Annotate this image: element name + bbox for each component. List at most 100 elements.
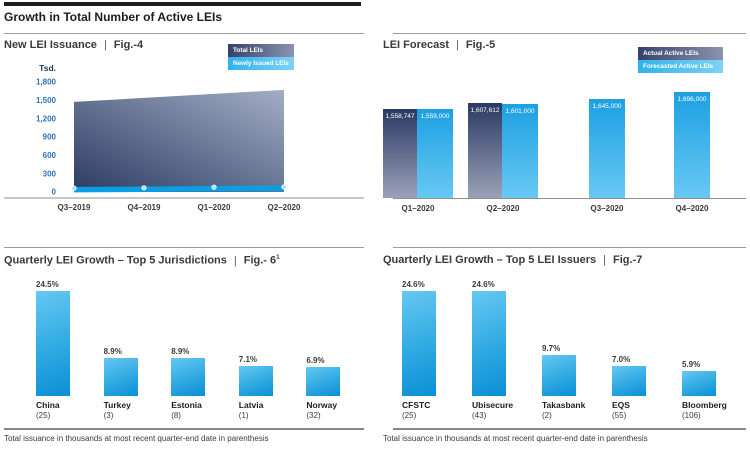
growth-bar: [542, 354, 576, 396]
bar-slot: 24.6% Ubisecure (43): [462, 274, 532, 420]
y-axis-tick: 1,200: [36, 114, 57, 123]
total-leis-area: [74, 89, 284, 192]
chart-title: Quarterly LEI Growth – Top 5 Jurisdictio…: [4, 254, 364, 274]
category-label: Ubisecure: [472, 400, 514, 410]
data-point-marker: [281, 184, 287, 190]
category-count: (55): [612, 411, 627, 420]
bar-value: 1,559,000: [420, 113, 450, 120]
growth-bar: [36, 291, 70, 396]
growth-bar: [612, 366, 646, 396]
bar-percentage: 9.7%: [542, 343, 561, 353]
footnote-rule: [393, 428, 746, 430]
bar-value: 1,645,000: [592, 103, 622, 110]
bar-slot: 24.5% China (25): [26, 274, 94, 420]
category-label: Turkey: [103, 400, 131, 410]
growth-bar: [171, 357, 206, 396]
y-axis-tick: 900: [43, 133, 57, 142]
footnote-rule: [4, 428, 364, 430]
growth-bar: [238, 365, 273, 396]
category-count: (25): [36, 411, 51, 420]
footnote-text: Total issuance in thousands at most rece…: [4, 434, 269, 443]
divider: [393, 33, 746, 34]
legend-item-dark: Total LEIs: [228, 44, 294, 57]
bar-value: 1,696,000: [677, 96, 707, 103]
bar-slot: 7.0% EQS (55): [602, 274, 672, 420]
category-label: Latvia: [238, 400, 264, 410]
category-count: (25): [402, 411, 417, 420]
title-separator: |: [603, 254, 606, 266]
x-axis-label: Q4–2020: [675, 204, 709, 213]
x-axis-label: Q3–2019: [58, 203, 91, 212]
category-label: Norway: [306, 400, 338, 410]
header-zone-spacer: [380, 0, 746, 33]
category-label: Bloomberg: [682, 400, 727, 410]
x-axis-label: Q3–2020: [590, 204, 624, 213]
bar-slot: 8.9% Estonia (8): [161, 274, 229, 420]
legend-item-blue: Forecasted Active LEIs: [638, 60, 723, 73]
bar-row: 24.6% CFSTC (25) 24.6% Ubisecure (43) 9.…: [392, 274, 746, 420]
chart-title-text: Quarterly LEI Growth – Top 5 Jurisdictio…: [4, 254, 227, 267]
area-plot: Tsd. 0 300 600 900 1,200 1,500 1,800 Q3–2019 Q4…: [4, 59, 364, 219]
header-zone: Growth in Total Number of Active LEIs: [4, 0, 364, 33]
y-axis-unit: Tsd.: [39, 63, 56, 73]
x-axis-label: Q2–2020: [486, 204, 520, 213]
x-axis-label: Q1–2020: [198, 203, 231, 212]
bar-row: 24.5% China (25) 8.9% Turkey (3) 8.9% Es…: [26, 274, 364, 420]
actual-bar: 1,558,747: [383, 109, 417, 198]
chart-title-text: LEI Forecast: [383, 39, 450, 51]
x-axis-label: Q4–2019: [128, 203, 161, 212]
category-count: (43): [472, 411, 487, 420]
x-axis-line: [393, 198, 746, 199]
bar-percentage: 24.5%: [36, 280, 59, 290]
divider: [4, 33, 364, 34]
page-title: Growth in Total Number of Active LEIs: [4, 10, 223, 24]
data-point-marker: [71, 185, 77, 191]
bar-percentage: 7.1%: [238, 354, 258, 364]
bar-slot: 9.7% Takasbank (2): [532, 274, 602, 420]
bar-percentage: 24.6%: [472, 279, 495, 289]
category-count: (32): [306, 411, 321, 420]
chart-title: LEI Forecast | Fig.-5: [380, 39, 746, 59]
chart-title-text: Quarterly LEI Growth – Top 5 LEI Issuers: [383, 254, 597, 266]
data-point-marker: [211, 184, 217, 190]
growth-bar: [103, 357, 138, 396]
fig-label: Fig.-4: [113, 39, 144, 51]
chart-lei-forecast: LEI Forecast | Fig.-5 Actual Active LEIs F…: [380, 34, 746, 247]
title-separator: |: [456, 39, 459, 51]
right-column: LEI Forecast | Fig.-5 Actual Active LEIs F…: [380, 0, 746, 443]
bar-percentage: 7.0%: [612, 355, 631, 364]
x-axis-label: Q2–2020: [268, 203, 301, 212]
chart-title: New LEI Issuance | Fig.-4: [4, 39, 364, 59]
category-label: EQS: [612, 400, 630, 410]
growth-bar: [402, 290, 436, 396]
legend: Total LEIs Newly Issued LEIs: [228, 44, 294, 70]
bar-value: 1,558,747: [385, 113, 415, 120]
divider: [4, 247, 364, 248]
bar-percentage: 5.9%: [682, 359, 701, 369]
chart-title: Quarterly LEI Growth – Top 5 LEI Issuers…: [380, 254, 746, 274]
data-point-marker: [141, 185, 147, 191]
bar-value: 1,601,000: [505, 108, 535, 115]
bar-slot: 6.9% Norway (32): [296, 274, 364, 420]
divider: [393, 247, 746, 248]
x-axis-label: Q1–2020: [401, 204, 435, 213]
bar-plot: 1,558,747 1,559,000 1,607,612 1,601,000 …: [380, 59, 746, 219]
forecast-bar: 1,696,000: [674, 92, 710, 198]
bar-percentage: 8.9%: [103, 346, 122, 356]
category-label: CFSTC: [402, 400, 431, 410]
y-axis-tick: 1,800: [36, 78, 57, 87]
legend: Actual Active LEIs Forecasted Active LEI…: [638, 47, 723, 73]
fig-label: Fig.- 6: [243, 254, 277, 267]
bar-slot: 24.6% CFSTC (25): [392, 274, 462, 420]
bar-slot: 8.9% Turkey (3): [94, 274, 162, 420]
growth-bar: [306, 366, 341, 396]
actual-bar: 1,607,612: [468, 103, 502, 198]
fig-label: Fig.-5: [465, 39, 496, 51]
title-separator: |: [233, 254, 237, 267]
category-label: China: [36, 400, 60, 410]
legend-item-blue: Newly Issued LEIs: [228, 57, 294, 70]
y-axis-tick: 600: [43, 151, 57, 160]
bar-slot: 7.1% Latvia (1): [229, 274, 297, 420]
newly-issued-band: [73, 185, 285, 193]
